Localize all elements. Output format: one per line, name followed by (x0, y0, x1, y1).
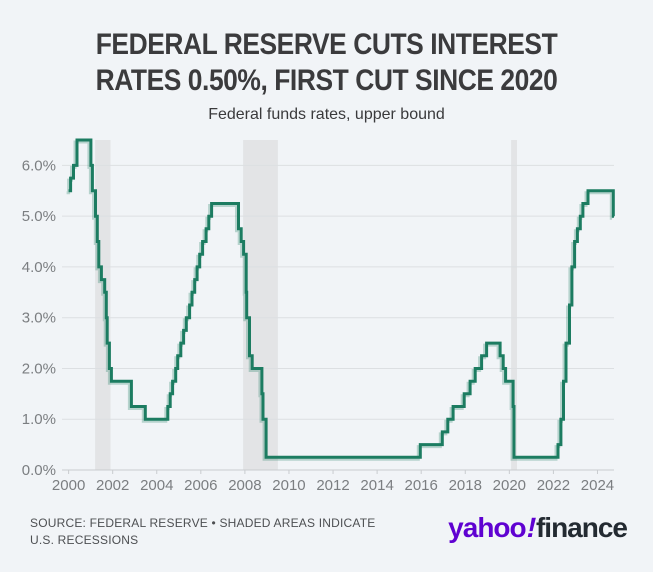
y-tick-label: 1.0% (22, 411, 56, 428)
title-line-2: RATES 0.50%, FIRST CUT SINCE 2020 (95, 64, 558, 97)
rate-line-shadow (66, 140, 613, 461)
title-line-1: FEDERAL RESERVE CUTS INTEREST (95, 28, 558, 61)
source-note: SOURCE: FEDERAL RESERVE • SHADED AREAS I… (30, 515, 375, 549)
gridlines (62, 164, 614, 471)
recession-band (511, 140, 517, 470)
x-tick-label: 2022 (537, 477, 570, 494)
yahoo-finance-logo: yahoo!finance (448, 512, 628, 544)
x-tick-label: 2006 (184, 477, 217, 494)
rate-line (68, 138, 615, 459)
x-tick-label: 2020 (493, 477, 526, 494)
fed-funds-rate-step-chart: 0.0% 1.0% 2.0% 3.0% 4.0% 5.0% 6.0% 2000 2002 2004… (22, 138, 615, 494)
x-tick-label: 2000 (52, 477, 85, 494)
y-tick-label: 6.0% (22, 157, 56, 174)
chart-subtitle: Federal funds rates, upper bound (208, 106, 445, 123)
recession-band (243, 140, 278, 470)
x-tick-label: 2016 (404, 477, 437, 494)
x-tick-label: 2002 (96, 477, 129, 494)
source-note-line-2: U.S. RECESSIONS (30, 533, 139, 547)
x-tick-label: 2004 (140, 477, 173, 494)
x-tick-label: 2018 (449, 477, 482, 494)
recession-band (95, 140, 111, 470)
y-tick-label: 3.0% (22, 310, 56, 327)
y-tick-label: 0.0% (22, 462, 56, 479)
x-tick-label: 2010 (272, 477, 305, 494)
logo-yahoo-text: yahoo (448, 512, 526, 543)
y-axis-labels: 0.0% 1.0% 2.0% 3.0% 4.0% 5.0% 6.0% (22, 157, 56, 479)
x-tick-label: 2024 (581, 477, 614, 494)
logo-finance-text: finance (535, 512, 628, 543)
x-tick-label: 2014 (360, 477, 393, 494)
x-axis-labels: 2000 2002 2004 2006 2008 2010 2012 2014 2016 2018… (52, 470, 614, 494)
x-tick-label: 2008 (228, 477, 261, 494)
x-tick-label: 2012 (316, 477, 349, 494)
y-tick-label: 4.0% (22, 259, 56, 276)
source-note-line-1: SOURCE: FEDERAL RESERVE • SHADED AREAS I… (30, 516, 376, 530)
page-title: FEDERAL RESERVE CUTS INTEREST RATES 0.50… (0, 27, 653, 99)
y-tick-label: 5.0% (22, 208, 56, 225)
y-tick-label: 2.0% (22, 360, 56, 377)
recession-bands (95, 140, 517, 470)
